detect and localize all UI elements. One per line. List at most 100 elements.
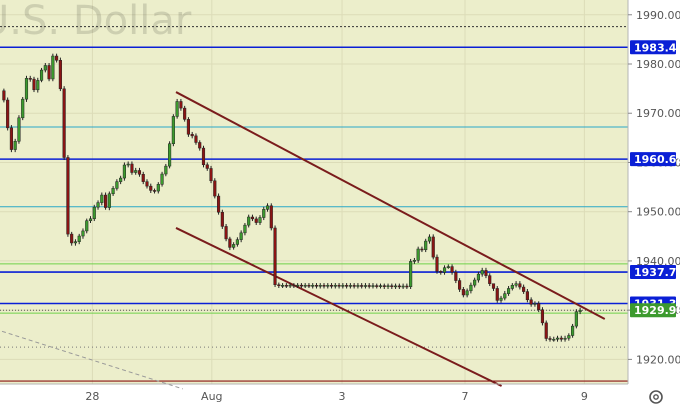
candle: [288, 283, 292, 288]
candle: [262, 206, 266, 221]
candle: [55, 53, 59, 63]
candle: [190, 131, 194, 139]
price-tick-label: 1990.00: [636, 9, 680, 22]
candle-body: [495, 288, 499, 301]
candle-body: [322, 285, 326, 287]
price-tick-label: 1980.00: [636, 58, 680, 71]
candle-body: [47, 65, 51, 80]
candle-body: [345, 285, 349, 287]
candle-body: [571, 325, 575, 336]
candle: [164, 163, 168, 177]
candle-body: [224, 226, 228, 240]
candle: [559, 335, 563, 342]
candle-body: [522, 286, 526, 292]
candle-body: [194, 135, 198, 143]
plot-background: [0, 0, 628, 384]
candle: [442, 265, 447, 275]
candle-body: [190, 134, 194, 137]
candle: [277, 282, 281, 288]
candle: [461, 287, 465, 298]
candle-body: [247, 216, 251, 226]
price-tick-label: 1950.00: [636, 206, 680, 219]
candle: [81, 228, 85, 239]
candle: [360, 283, 364, 289]
candle: [47, 63, 51, 82]
candle-body: [201, 147, 206, 166]
candle: [495, 286, 499, 303]
price-badge-box: [630, 303, 676, 318]
candle: [480, 267, 484, 277]
candle-body: [559, 337, 563, 340]
candle-body: [186, 119, 190, 135]
candle-body: [70, 233, 74, 244]
candle-body: [21, 98, 25, 119]
candle: [578, 307, 582, 315]
candle-body: [401, 285, 405, 288]
candle-body: [130, 163, 134, 173]
candle-body: [296, 284, 300, 287]
price-badge-label: 1929.99: [634, 304, 680, 317]
candle: [247, 214, 251, 228]
candle-body: [32, 78, 36, 91]
candle: [235, 237, 239, 247]
candle-body: [28, 78, 32, 80]
price-badge-label: 1960.68: [634, 153, 680, 166]
candle-body: [548, 338, 552, 340]
candle: [314, 283, 319, 289]
candle: [431, 234, 435, 260]
candle: [66, 155, 70, 237]
candle-body: [352, 285, 356, 287]
candle-body: [2, 90, 6, 101]
candle: [179, 98, 183, 111]
candle-body: [465, 290, 469, 296]
candle-body: [17, 117, 21, 142]
time-tick-label: 9: [581, 390, 588, 403]
candle-body: [51, 55, 55, 80]
candle-body: [122, 164, 126, 179]
candle: [213, 178, 217, 199]
candle: [303, 283, 307, 288]
candle: [254, 216, 258, 225]
candle: [345, 283, 349, 289]
candle-body: [303, 284, 307, 287]
candle-body: [96, 202, 100, 208]
candle: [356, 283, 360, 289]
candle-body: [168, 143, 172, 167]
candle: [299, 283, 303, 288]
candle: [92, 204, 96, 222]
candle-body: [36, 80, 40, 91]
candlestick-series: [2, 53, 582, 342]
settings-gear-icon[interactable]: [649, 390, 663, 404]
price-badge: 1960.68: [630, 152, 680, 167]
candle-body: [427, 236, 432, 242]
candle-body: [232, 244, 236, 248]
candle-body: [326, 285, 330, 287]
candle-body: [510, 284, 514, 289]
candle: [141, 171, 145, 185]
price-badge: 1929.99: [630, 303, 680, 318]
horizontal-levels: [0, 26, 628, 382]
candle: [405, 283, 409, 289]
candle: [552, 336, 556, 342]
candle: [529, 297, 533, 307]
candle: [341, 283, 345, 289]
candle: [258, 215, 262, 225]
candle-body: [281, 285, 285, 287]
candle-body: [43, 65, 47, 71]
candle: [107, 191, 111, 211]
candle-body: [81, 230, 85, 237]
candle: [168, 141, 172, 169]
candle: [224, 224, 228, 242]
price-tick-label: 1970.00: [636, 107, 680, 120]
candle: [220, 209, 224, 229]
candle-body: [152, 190, 157, 192]
candle-body: [307, 284, 311, 287]
candle: [273, 225, 277, 288]
candle: [574, 309, 578, 329]
candle: [250, 214, 255, 222]
candle: [386, 283, 390, 289]
candle-body: [100, 194, 104, 203]
candle-body: [382, 285, 386, 287]
candle: [201, 145, 206, 168]
candle-body: [499, 297, 503, 301]
